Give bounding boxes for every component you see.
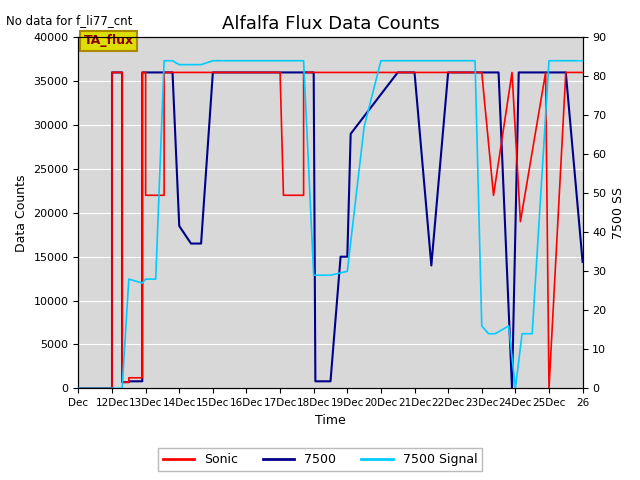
Y-axis label: Data Counts: Data Counts [15,174,28,252]
Text: TA_flux: TA_flux [83,35,134,48]
Title: Alfalfa Flux Data Counts: Alfalfa Flux Data Counts [221,15,440,33]
Y-axis label: 7500 SS: 7500 SS [612,187,625,239]
Text: No data for f_li77_cnt: No data for f_li77_cnt [6,14,132,27]
Legend: Sonic, 7500, 7500 Signal: Sonic, 7500, 7500 Signal [158,448,482,471]
X-axis label: Time: Time [315,414,346,427]
